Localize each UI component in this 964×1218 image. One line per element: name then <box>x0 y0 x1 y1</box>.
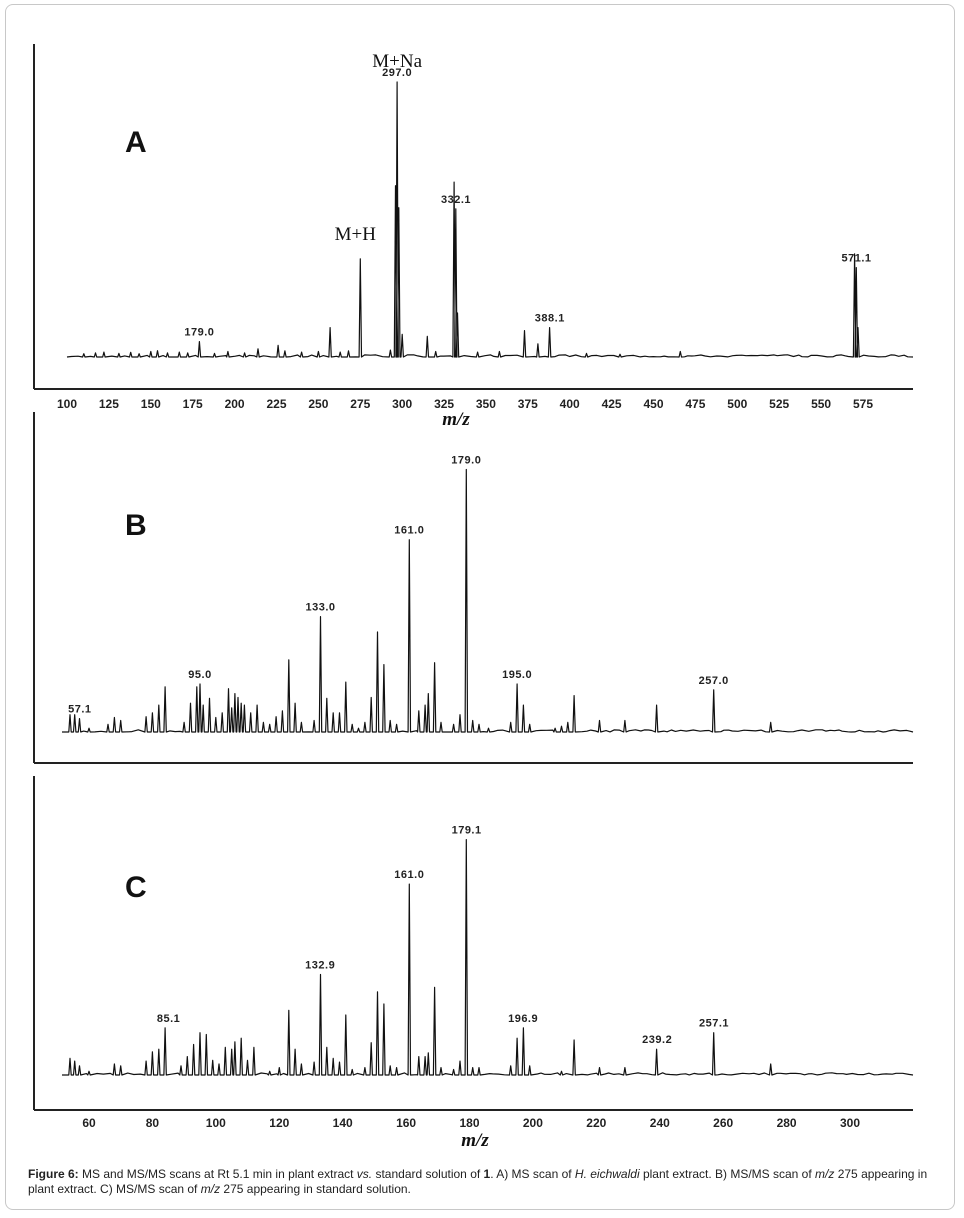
panel-b-label: B <box>125 509 147 542</box>
panel-c-peak-label: 85.1 <box>157 1013 180 1025</box>
panel-a-x-tick-label: 100 <box>57 397 77 411</box>
caption-text-run: m/z <box>815 1167 835 1181</box>
panel-c-peak-label: 132.9 <box>305 960 335 972</box>
panel-a-x-tick-label: 175 <box>183 397 203 411</box>
panel-b-peak-label: 95.0 <box>188 669 211 681</box>
panel-a-x-tick-label: 450 <box>643 397 663 411</box>
panel-c-x-tick-label: 160 <box>396 1116 416 1130</box>
panel-a: A m/z 179.0 297.0 332.1 388.1 571.1 M+Na M+H 10… <box>33 44 914 430</box>
panel-a-x-tick-label: 225 <box>266 397 286 411</box>
panel-c-x-tick-label: 300 <box>840 1116 860 1130</box>
panel-a-x-tick-label: 275 <box>350 397 370 411</box>
panel-a-peak-label: 297.0 <box>382 67 412 79</box>
caption-text-run: m/z <box>200 1182 221 1196</box>
panel-c-x-tick-label: 60 <box>82 1116 96 1130</box>
caption-text-run: vs. <box>356 1167 373 1181</box>
panel-c-peak-label: 179.1 <box>452 825 482 837</box>
caption-text-run: plant extract. B) MS/MS scan of <box>639 1167 816 1181</box>
panel-c-x-tick-label: 220 <box>586 1116 606 1130</box>
panel-b-peak-label: 161.0 <box>394 525 424 537</box>
panel-a-peak-label: 571.1 <box>841 253 871 265</box>
panel-c-label: C <box>125 871 147 904</box>
panel-a-x-tick-label: 525 <box>769 397 789 411</box>
panel-c-x-tick-label: 100 <box>206 1116 226 1130</box>
caption-text-run: MS and MS/MS scans at Rt 5.1 min in plan… <box>78 1167 357 1181</box>
panel-c-x-tick-label: 200 <box>523 1116 543 1130</box>
panel-a-x-axis-label: m/z <box>442 409 470 430</box>
panel-a-x-tick-label: 500 <box>727 397 747 411</box>
panel-a-x-tick-label: 200 <box>225 397 245 411</box>
panel-c-x-tick-label: 140 <box>333 1116 353 1130</box>
panel-a-label: A <box>125 126 147 159</box>
panel-a-x-tick-label: 350 <box>476 397 496 411</box>
panel-c-x-tick-label: 80 <box>146 1116 160 1130</box>
caption-text-run: 275 appearing in plant extract. C) MS/MS… <box>28 1167 928 1196</box>
panel-a-x-tick-label: 400 <box>560 397 580 411</box>
panel-a-x-tick-label: 125 <box>99 397 119 411</box>
caption-text-run: Figure 6: <box>28 1167 79 1181</box>
panel-c-spectrum-trace <box>62 839 914 1076</box>
panel-a-x-tick-label: 425 <box>602 397 622 411</box>
panel-a-peak-label: 179.0 <box>184 327 214 339</box>
caption-text-run: 1 <box>483 1167 491 1181</box>
caption-text-run: . A) MS scan of <box>490 1167 575 1181</box>
panel-b-peak-label: 195.0 <box>502 669 532 681</box>
panel-a-plot: 179.0 297.0 332.1 388.1 571.1 M+Na M+H 100 125 15… <box>57 51 914 411</box>
panel-b-peak-label: 257.0 <box>699 675 729 687</box>
panel-a-spectrum-trace <box>66 81 914 358</box>
panel-c-x-tick-label: 280 <box>777 1116 797 1130</box>
caption-text-run: 275 appearing in standard solution. <box>220 1182 411 1196</box>
figure-frame <box>5 4 955 1210</box>
panel-a-x-tick-label: 550 <box>811 397 831 411</box>
panel-a-x-tick-label: 475 <box>685 397 705 411</box>
panel-c: C m/z 85.1 132.9 161.0 179.1 196.9 239.2 257.1… <box>33 776 914 1151</box>
panel-c-x-tick-label: 260 <box>713 1116 733 1130</box>
panel-a-peak-label: 332.1 <box>441 194 471 206</box>
panel-c-x-tick-label: 240 <box>650 1116 670 1130</box>
figure-caption: Figure 6: MS and MS/MS scans at Rt 5.1 m… <box>28 1167 940 1197</box>
panel-b-peak-label: 179.0 <box>451 455 481 467</box>
panel-c-peak-label: 161.0 <box>394 869 424 881</box>
panel-b-spectrum-trace <box>62 468 914 733</box>
caption-text-run: H. eichwaldi <box>574 1167 640 1181</box>
panel-a-x-tick-label: 250 <box>308 397 328 411</box>
panel-a-annotation: M+H <box>335 224 377 245</box>
panel-a-x-tick-label: 325 <box>434 397 454 411</box>
caption-text-run: standard solution of <box>372 1167 484 1181</box>
panel-b-peak-label: 57.1 <box>68 704 91 716</box>
panel-a-x-tick-label: 300 <box>392 397 412 411</box>
panel-c-x-axis-label: m/z <box>461 1130 489 1151</box>
panel-c-peak-label: 257.1 <box>699 1018 729 1030</box>
panel-c-peak-label: 196.9 <box>508 1013 538 1025</box>
panel-a-x-tick-label: 375 <box>518 397 538 411</box>
panel-c-x-tick-label: 120 <box>269 1116 289 1130</box>
panel-b: B 57.1 95.0 133.0 161.0 179.0 195.0 257.0 <box>33 412 914 764</box>
panel-c-plot: 85.1 132.9 161.0 179.1 196.9 239.2 257.1 60 80 10… <box>62 825 914 1130</box>
panel-a-peak-label: 388.1 <box>535 313 565 325</box>
panel-b-peak-label: 133.0 <box>305 602 335 614</box>
panel-b-plot: 57.1 95.0 133.0 161.0 179.0 195.0 257.0 <box>62 455 914 733</box>
panel-a-x-tick-label: 150 <box>141 397 161 411</box>
panel-a-x-tick-label: 575 <box>853 397 873 411</box>
panel-a-annotation: M+Na <box>372 51 422 72</box>
panel-c-x-tick-label: 180 <box>459 1116 479 1130</box>
panel-c-peak-label: 239.2 <box>642 1034 672 1046</box>
